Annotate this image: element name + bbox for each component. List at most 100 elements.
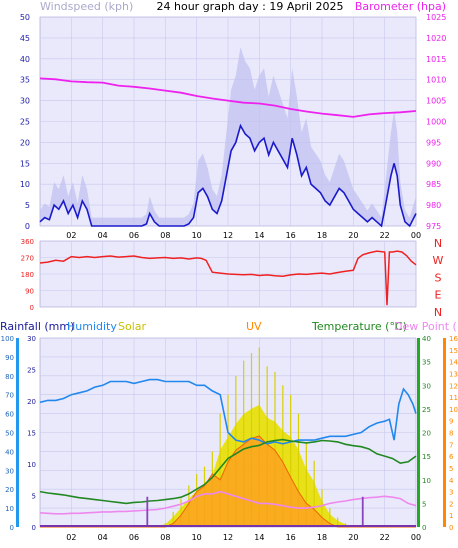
wind-x-tick-label: 06 [129, 231, 139, 240]
temperature-y-tick-label: 40 [422, 335, 431, 343]
rainfall-y-tick-label: 5 [32, 493, 36, 501]
solar-y-tick-label: 0 [10, 524, 14, 532]
barometer-y-tick-label: 1010 [426, 76, 446, 85]
wind-x-tick-label: 00 [411, 231, 421, 240]
environment-x-tick-label: 20 [348, 533, 358, 542]
temperature-y-tick-label: 30 [422, 382, 431, 390]
barometer-y-tick-label: 985 [426, 180, 441, 189]
windspeed-y-tick-label: 5 [25, 201, 30, 210]
chart-title: 24 hour graph day : 19 April 2025 [157, 0, 344, 13]
wind-x-tick-label: 20 [348, 231, 358, 240]
wind-x-tick-label: 12 [223, 231, 233, 240]
windspeed-y-tick-label: 25 [20, 118, 30, 127]
wind-x-tick-label: 02 [66, 231, 76, 240]
uv-y-tick-label: 10 [449, 406, 458, 414]
barometer-y-tick-label: 1020 [426, 34, 446, 43]
barometer-series-line [39, 77, 417, 118]
wind-x-tick-label: 18 [317, 231, 327, 240]
direction-y-tick-label: 90 [25, 288, 34, 296]
wind-x-tick-label: 04 [98, 231, 108, 240]
direction-y-tick-label: 270 [21, 255, 34, 263]
windspeed-y-tick-label: 30 [20, 97, 30, 106]
uv-area [40, 436, 416, 527]
uv-y-tick-label: 2 [449, 500, 453, 508]
windspeed-y-tick-label: 50 [20, 13, 30, 22]
rainfall-y-tick-label: 15 [27, 430, 36, 438]
wind-x-tick-label: 14 [254, 231, 264, 240]
rainfall-y-tick-label: 0 [32, 524, 36, 532]
direction-y-tick-label: 0 [30, 304, 34, 312]
solar-y-tick-label: 50 [5, 430, 14, 438]
uv-y-tick-label: 13 [449, 370, 458, 378]
environment-x-tick-label: 04 [98, 533, 108, 542]
chart-axes: 0510152025303540455097598098599099510001… [1, 13, 458, 542]
solar-y-tick-label: 30 [5, 467, 14, 475]
environment-x-tick-label: 14 [254, 533, 264, 542]
windspeed-axis-label: Windspeed (kph) [40, 0, 133, 13]
uv-y-tick-label: 14 [449, 359, 458, 367]
dewpoint-series-line [39, 490, 417, 515]
windspeed-y-tick-label: 35 [20, 76, 30, 85]
rainfall-y-tick-label: 30 [27, 335, 36, 343]
uv-y-tick-label: 7 [449, 441, 453, 449]
uv-y-tick-label: 8 [449, 430, 453, 438]
solar-y-tick-label: 100 [1, 335, 14, 343]
compass-label: N [434, 237, 442, 250]
environment-x-tick-label: 12 [223, 533, 233, 542]
barometer-axis-label: Barometer (hpa) [355, 0, 446, 13]
wind-x-tick-label: 22 [380, 231, 390, 240]
windspeed-y-tick-label: 15 [20, 159, 30, 168]
environment-x-tick-label: 02 [66, 533, 76, 542]
environment-x-tick-label: 10 [192, 533, 202, 542]
uv-y-tick-label: 11 [449, 394, 458, 402]
uv-y-tick-label: 12 [449, 382, 458, 390]
wind-direction-series-line [39, 250, 417, 306]
environment-x-tick-label: 18 [317, 533, 327, 542]
temperature-y-tick-label: 5 [422, 500, 426, 508]
windspeed-y-tick-label: 10 [20, 180, 30, 189]
solar-y-tick-label: 70 [5, 392, 14, 400]
wind-x-tick-label: 08 [160, 231, 170, 240]
solar-y-tick-label: 80 [5, 373, 14, 381]
humidity-series-line [39, 378, 417, 445]
temperature-y-tick-label: 10 [422, 477, 431, 485]
direction-y-tick-label: 360 [21, 238, 34, 246]
solar-y-tick-label: 10 [5, 505, 14, 513]
uv-y-tick-label: 5 [449, 465, 453, 473]
uv-y-tick-label: 1 [449, 512, 453, 520]
rainfall-axis-label: Rainfall (mm) [0, 320, 74, 333]
uv-y-tick-label: 6 [449, 453, 454, 461]
uv-side-bar [443, 338, 446, 527]
barometer-y-tick-label: 980 [426, 201, 441, 210]
solar-axis-label: Solar [118, 320, 147, 333]
solar-y-tick-label: 40 [5, 448, 14, 456]
compass-label: S [435, 271, 442, 284]
temperature-side-bar [417, 338, 420, 527]
windspeed-y-tick-label: 0 [25, 222, 30, 231]
wind-x-tick-label: 10 [192, 231, 202, 240]
compass-label: W [433, 254, 444, 267]
barometer-y-tick-label: 990 [426, 159, 441, 168]
solar-y-tick-label: 60 [5, 411, 14, 419]
rainfall-y-tick-label: 20 [27, 398, 36, 406]
humidity-axis-label: Humidity [67, 320, 117, 333]
direction-y-tick-label: 180 [21, 271, 34, 279]
temperature-y-tick-label: 20 [422, 430, 431, 438]
uv-y-tick-label: 16 [449, 335, 458, 343]
temperature-axis-label: Temperature (°C) [311, 320, 407, 333]
windspeed-y-tick-label: 40 [20, 55, 30, 64]
barometer-y-tick-label: 1000 [426, 118, 446, 127]
chart-marks [39, 47, 417, 528]
uv-y-tick-label: 9 [449, 418, 453, 426]
compass-label: N [434, 306, 442, 319]
uv-y-tick-label: 0 [449, 524, 453, 532]
wind-gust-band [40, 47, 416, 226]
windspeed-y-tick-label: 45 [20, 34, 30, 43]
barometer-y-tick-label: 1015 [426, 55, 446, 64]
solar-y-tick-label: 90 [5, 354, 14, 362]
environment-x-tick-label: 08 [160, 533, 170, 542]
windspeed-y-tick-label: 20 [20, 138, 30, 147]
compass-label: E [435, 289, 442, 302]
